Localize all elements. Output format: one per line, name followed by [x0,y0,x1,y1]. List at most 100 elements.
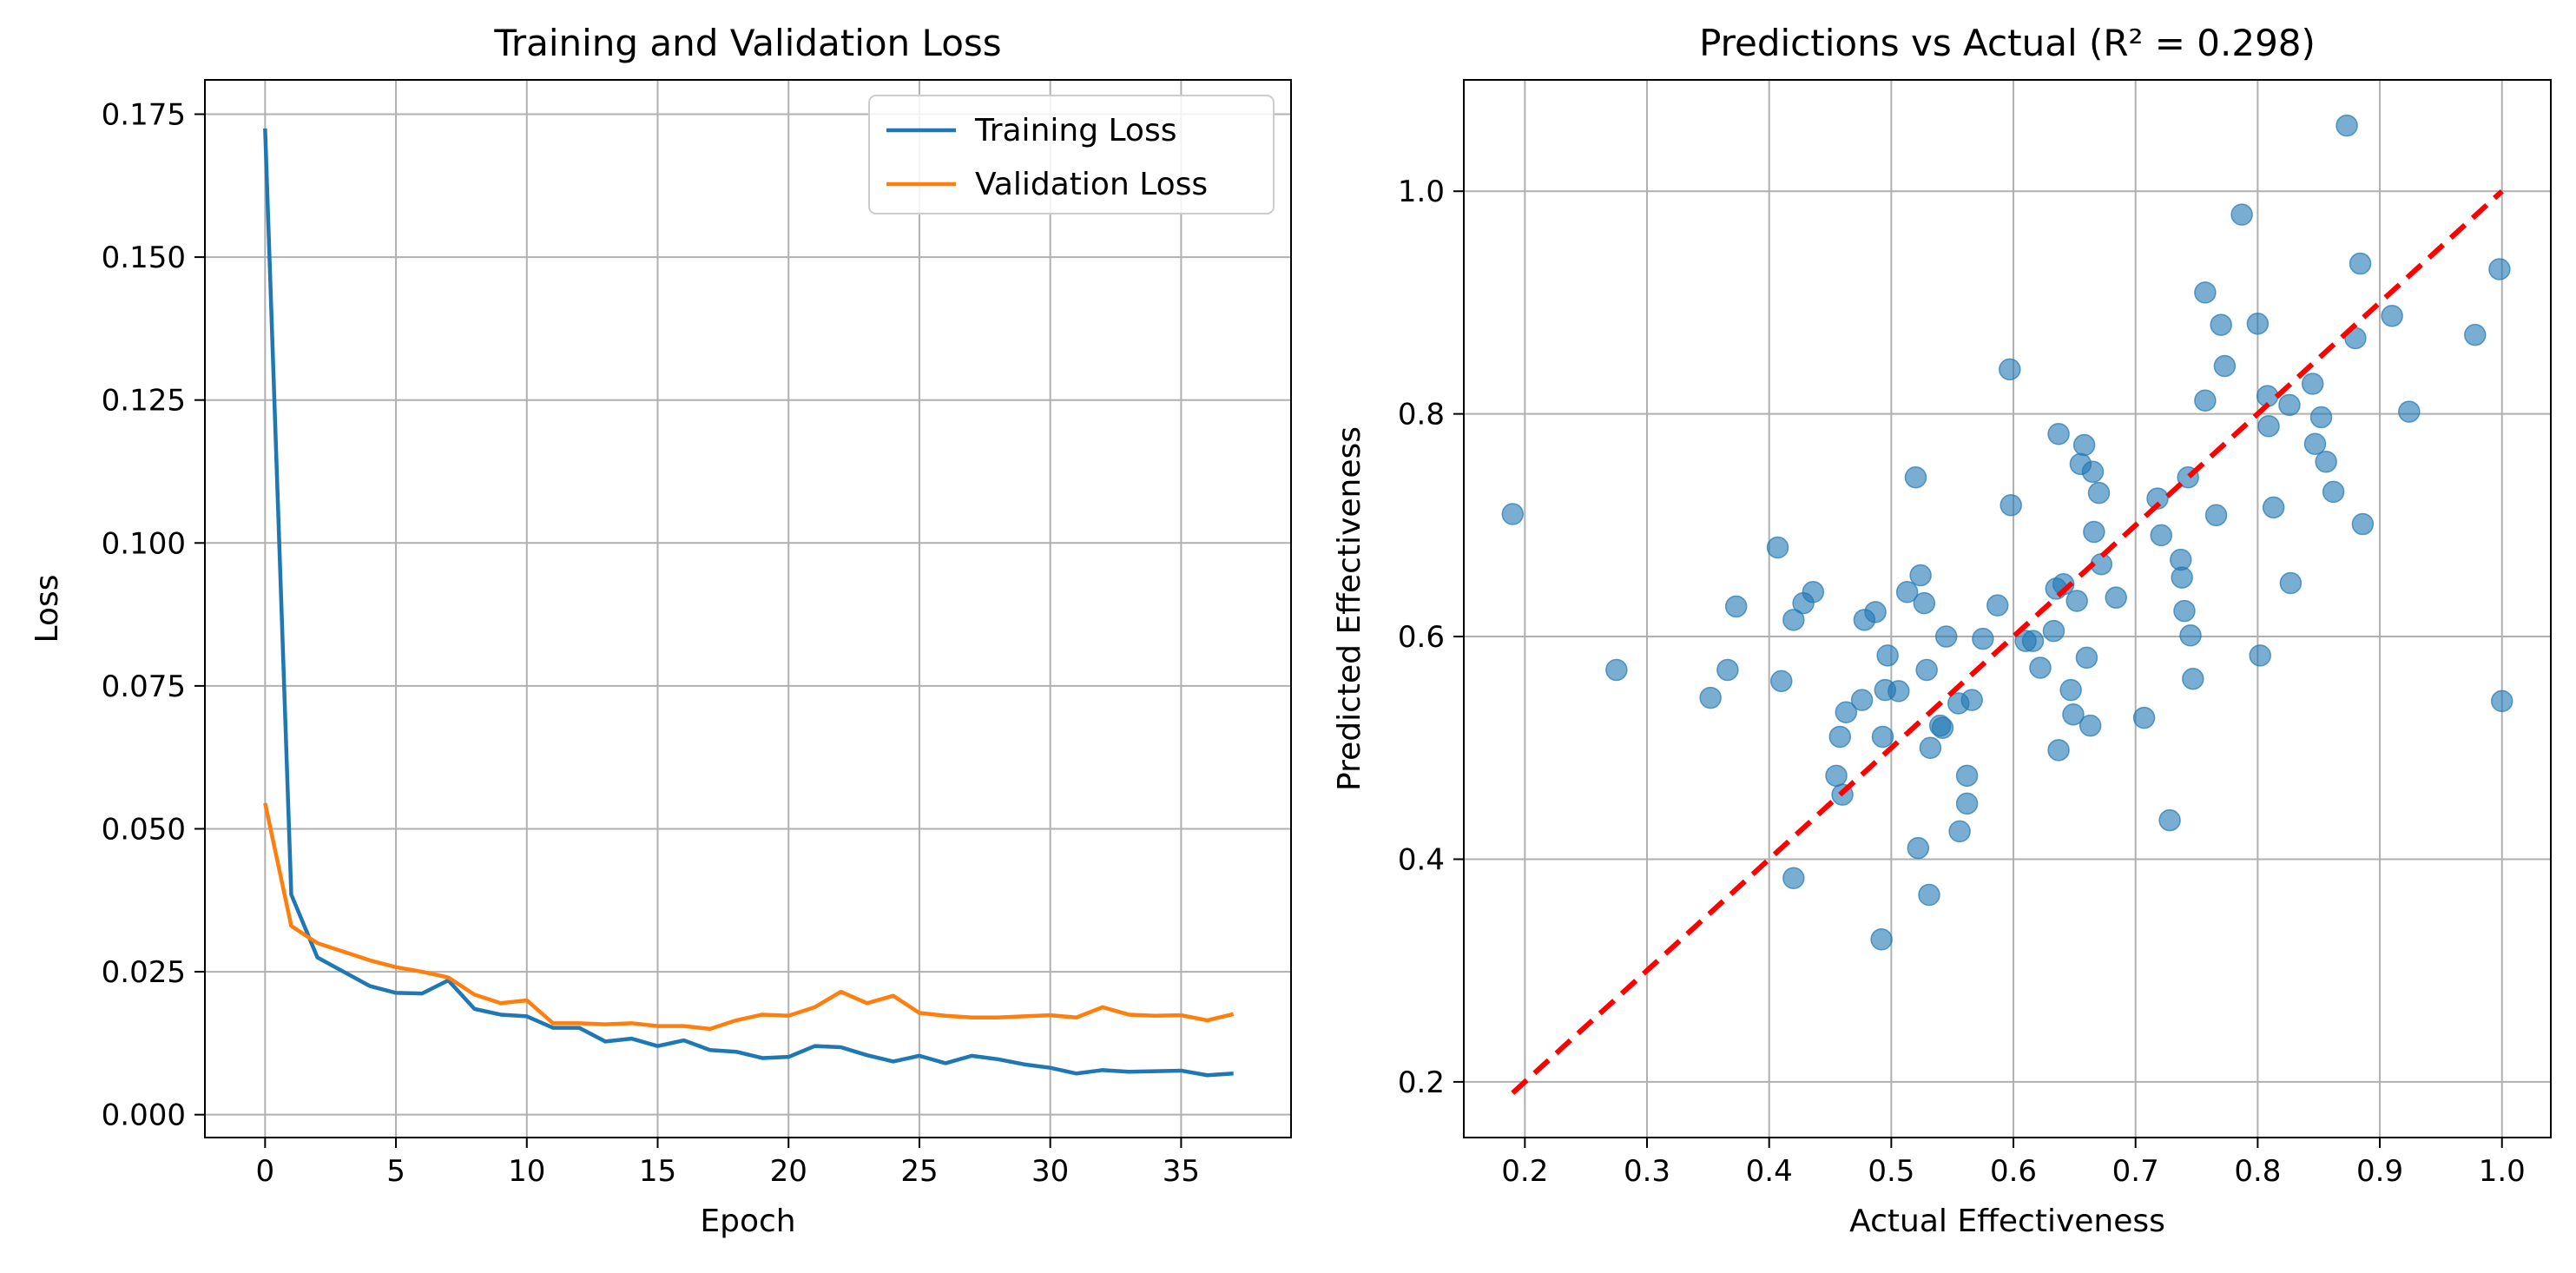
loss-legend-box [868,95,1275,214]
scatter-point [1770,669,1793,693]
scatter-point [1870,928,1893,951]
scatter-x-axis-label: Actual Effectiveness [1849,1204,2165,1239]
loss-y-tick-label: 0.075 [102,669,186,704]
scatter-x-tick-label: 0.8 [2234,1154,2281,1189]
scatter-point [2210,313,2232,336]
scatter-x-tick-label: 0.7 [2112,1154,2159,1189]
scatter-point [2081,460,2105,484]
scatter-point [2249,644,2271,667]
loss-series-line-validation [263,802,1235,1032]
loss-chart: 0 5 10 15 20 25 30 35 0.000 0.025 0.050 0.075 0.100 0… [30,22,1292,1239]
scatter-point [2398,400,2421,423]
scatter-y-tick-label: 0.4 [1398,842,1445,877]
scatter-x-tick-label: 1.0 [2479,1154,2526,1189]
scatter-point [1986,594,2009,617]
scatter-point [2309,406,2333,429]
loss-grid [205,80,1291,1138]
scatter-point [2029,656,2052,679]
scatter-point [1915,658,1938,682]
scatter-point [1904,465,1927,489]
loss-x-tick-label: 30 [1031,1154,1069,1189]
scatter-point [2315,451,2337,473]
scatter-point [2336,114,2358,137]
loss-x-tick-label: 15 [639,1154,676,1189]
scatter-point [1828,725,1852,749]
loss-series-line-training [263,128,1234,1078]
scatter-point [1825,764,1848,788]
scatter-chart-title: Predictions vs Actual (R² = 0.298) [1699,22,2316,64]
scatter-point [2257,414,2280,438]
scatter-point [1871,725,1894,749]
scatter-point [1605,658,1628,682]
scatter-point [1918,883,1940,907]
loss-chart-title: Training and Validation Loss [493,22,1001,64]
scatter-point [2132,706,2156,729]
scatter-point [1960,689,1983,711]
scatter-point [2047,739,2070,762]
scatter-point [2351,512,2375,536]
loss-y-axis-label: Loss [30,575,65,643]
scatter-point [1919,736,1942,760]
scatter-point [2047,422,2070,445]
loss-y-tick-label: 0.025 [102,955,186,990]
scatter-point [1876,644,1899,667]
scatter-point [2278,393,2301,417]
scatter-point [1864,601,1887,623]
scatter-point [2464,323,2487,346]
scatter-x-tick-label: 0.2 [1501,1154,1548,1189]
scatter-point [1724,595,1748,618]
scatter-point [2072,433,2096,457]
scatter-point [1999,358,2021,381]
scatter-point [2490,689,2513,713]
loss-y-tick-label: 0.125 [102,384,186,419]
scatter-point [2083,520,2105,544]
scatter-point [2279,571,2303,595]
scatter-x-tick-label: 0.6 [1990,1154,2037,1189]
scatter-point [2173,599,2196,623]
scatter-point [2488,258,2511,280]
scatter-point [2301,373,2324,395]
scatter-x-tick-label: 0.9 [2356,1154,2403,1189]
loss-x-tick-label: 10 [508,1154,545,1189]
scatter-point [1766,536,1789,559]
scatter-point [2146,487,2169,510]
loss-x-axis-label: Epoch [700,1204,795,1239]
scatter-x-tick-label: 0.3 [1624,1154,1670,1189]
scatter-plot-frame [1463,79,2552,1138]
scatter-point [2204,504,2228,527]
scatter-point [1948,820,1971,843]
scatter-point [2087,481,2111,505]
scatter-y-tick-label: 0.8 [1398,398,1445,432]
scatter-point [2021,630,2045,652]
loss-x-tick-label: 5 [386,1154,405,1189]
loss-legend-label: Validation Loss [975,167,1208,202]
scatter-ticks: 0.2 0.3 0.4 0.5 0.6 0.7 0.8 0.9 1.0 0.2 0.4 0.6 0.8 1… [1398,175,2526,1189]
loss-y-tick-label: 0.100 [102,526,186,561]
scatter-point [2079,714,2102,737]
scatter-point [2303,432,2327,455]
scatter-point [2150,524,2172,547]
loss-y-tick-label: 0.175 [102,98,186,133]
scatter-y-axis-label: Predicted Effectiveness [1332,426,1367,791]
loss-x-tick-label: 25 [900,1154,938,1189]
loss-legend: Training Loss Validation Loss [868,95,1275,214]
scatter-chart: 0.2 0.3 0.4 0.5 0.6 0.7 0.8 0.9 1.0 0.2 0.4 0.6 0.8 1… [1332,22,2552,1239]
scatter-point [2062,703,2085,726]
loss-y-tick-label: 0.000 [102,1098,186,1133]
scatter-point [2059,678,2082,702]
scatter-grid [1464,80,2551,1138]
loss-plot-frame [204,79,1292,1138]
scatter-point [1782,609,1805,631]
scatter-point [1907,836,1930,860]
scatter-point [2182,668,2204,690]
scatter-point [1909,564,1932,587]
loss-x-tick-label: 20 [770,1154,807,1189]
scatter-point [2322,480,2345,504]
scatter-point [2065,590,2088,612]
scatter-x-tick-label: 0.5 [1868,1154,1914,1189]
scatter-point [1895,581,1919,604]
scatter-point [2349,252,2372,275]
scatter-point [1850,689,1874,711]
scatter-point [1888,680,1910,702]
